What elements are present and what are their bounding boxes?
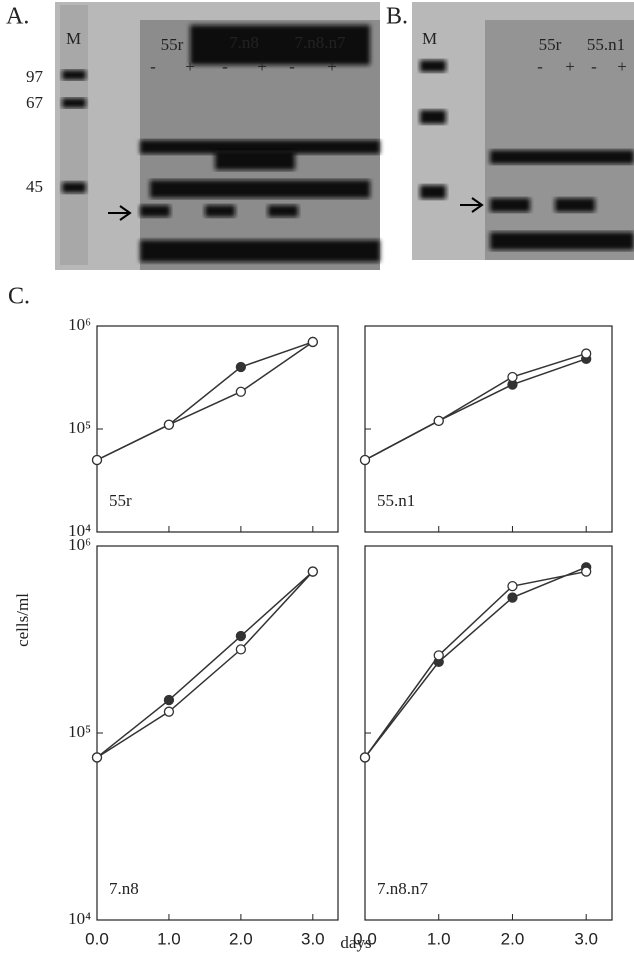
x-tick-label: 1.0 <box>157 929 181 948</box>
x-tick-label: 1.0 <box>427 929 451 948</box>
x-axis-label: days <box>340 933 371 952</box>
marker-lane-label: M <box>66 29 81 48</box>
data-point <box>359 752 371 763</box>
x-tick-label: 0.0 <box>353 929 377 948</box>
plot-frame <box>364 545 613 921</box>
marker-size: 97 <box>26 67 44 86</box>
condition: + <box>327 57 337 76</box>
x-tick-label: 3.0 <box>574 929 598 948</box>
gel-b <box>412 2 634 260</box>
panel-label: C. <box>8 284 30 310</box>
series-line <box>96 341 314 461</box>
x-tick-label: 2.0 <box>229 929 253 948</box>
data-point <box>163 706 175 717</box>
y-tick-label: 10⁵ <box>68 418 91 437</box>
data-point <box>91 752 103 763</box>
panel-label: B. <box>386 4 408 30</box>
series-line <box>364 570 587 758</box>
data-point <box>235 361 247 373</box>
data-point <box>235 630 247 642</box>
condition: - <box>222 57 228 76</box>
data-point <box>163 694 175 706</box>
y-tick-label: 10⁴ <box>68 909 91 928</box>
y-axis-label: cells/ml <box>13 593 32 647</box>
x-tick-label: 3.0 <box>301 929 325 948</box>
data-point <box>581 348 592 359</box>
data-point <box>433 415 444 426</box>
x-tick-label: 2.0 <box>501 929 525 948</box>
condition: + <box>185 57 195 76</box>
series-line <box>96 341 314 461</box>
lane-label: 7.n8.n7 <box>295 33 347 52</box>
series-line <box>96 571 314 759</box>
data-point <box>507 371 518 383</box>
x-tick-label: 0.0 <box>85 929 109 948</box>
lane-label: 55.n1 <box>587 35 625 54</box>
condition: + <box>565 57 575 76</box>
lane-label: 55r <box>539 35 562 54</box>
marker-size: 67 <box>26 93 44 112</box>
data-point <box>359 454 371 466</box>
data-point <box>163 419 175 430</box>
lane-label: 55r <box>161 35 184 54</box>
condition: + <box>257 57 267 76</box>
data-point <box>507 580 518 592</box>
plot-frame <box>96 325 339 533</box>
plot-frame <box>96 545 339 921</box>
lane-label: 7.n8 <box>229 33 259 52</box>
marker-size: 45 <box>26 177 43 196</box>
chart-title: 7.n8 <box>109 879 139 898</box>
y-tick-label: 10⁴ <box>68 521 91 540</box>
data-point <box>307 566 318 577</box>
data-point <box>581 566 592 577</box>
data-point <box>91 454 103 466</box>
series-line <box>364 352 587 461</box>
series-line <box>364 358 587 461</box>
panel-label: A. <box>6 4 29 30</box>
series-line <box>96 571 314 759</box>
chart-title: 7.n8.n7 <box>377 879 429 898</box>
condition: + <box>617 57 627 76</box>
y-tick-label: 10⁶ <box>68 535 91 554</box>
condition: - <box>150 57 156 76</box>
series-line <box>364 566 587 758</box>
data-point <box>235 386 247 397</box>
condition: - <box>591 57 597 76</box>
condition: - <box>289 57 295 76</box>
chart-title: 55r <box>109 491 132 510</box>
data-point <box>507 592 518 603</box>
chart-title: 55.n1 <box>377 491 415 510</box>
data-point <box>235 644 247 655</box>
data-point <box>307 336 318 348</box>
gel-a <box>55 2 380 270</box>
marker-lane-label: M <box>422 29 437 48</box>
condition: - <box>537 57 543 76</box>
y-tick-label: 10⁶ <box>68 315 91 334</box>
y-tick-label: 10⁵ <box>68 722 91 741</box>
data-point <box>433 650 444 661</box>
